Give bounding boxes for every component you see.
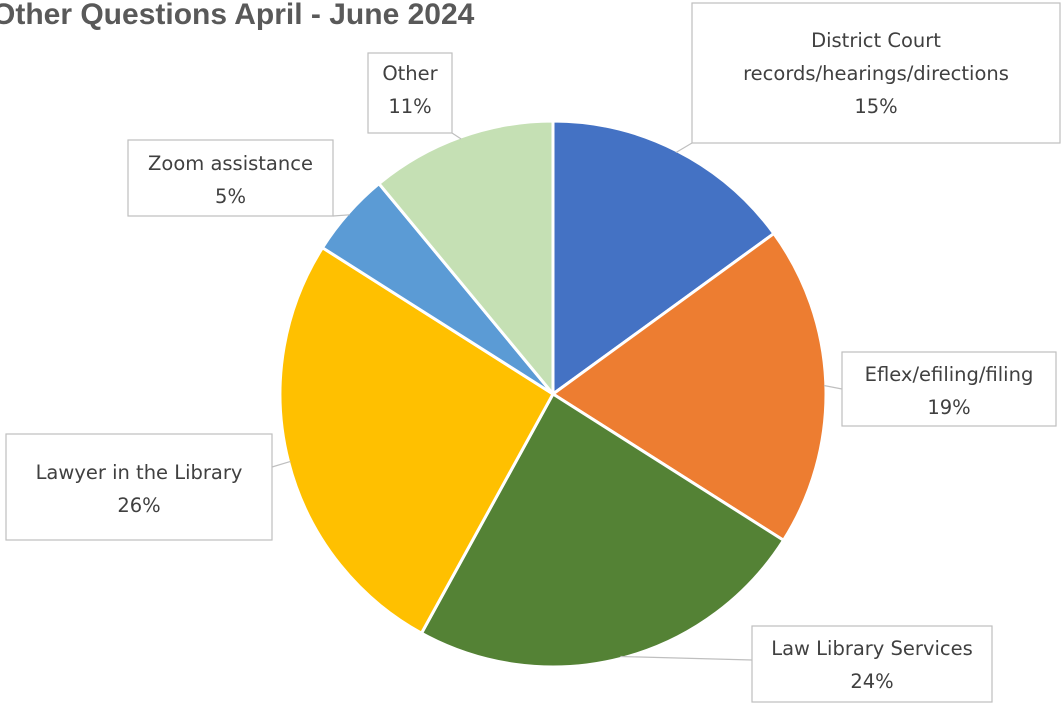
leader-line [271, 460, 291, 468]
leader-line [332, 214, 350, 217]
leader-line [451, 132, 462, 140]
data-label-percent: 11% [388, 95, 431, 118]
callout-box [691, 2, 1061, 144]
callout-box [5, 433, 273, 541]
leader-line [675, 142, 693, 154]
data-label-eflex-efiling-filing: Eflex/efiling/filing 19% [823, 351, 1057, 427]
data-label-percent: 5% [215, 185, 246, 208]
pie-slice-district-court-records-hearings-directions [551, 119, 776, 396]
data-label-law-library-services: Law Library Services 24% [620, 625, 993, 703]
data-label-zoom-assistance: Zoom assistance 5% [127, 139, 350, 217]
data-label-percent: 15% [854, 95, 897, 118]
pie-slice-other [377, 119, 555, 396]
data-label-category: Lawyer in the Library [36, 461, 243, 484]
callout-box [127, 139, 334, 217]
data-label-category: Other [382, 62, 438, 85]
data-label-lawyer-in-the-library: Lawyer in the Library 26% [5, 433, 291, 541]
data-label-other: Other 11% [367, 52, 462, 140]
data-label-district-court-records-hearings-directions: District Court records/hearings/direction… [675, 2, 1061, 154]
callout-box [841, 351, 1057, 427]
callout-box [367, 52, 453, 134]
data-label-category: Eflex/efiling/filing [865, 363, 1034, 386]
data-label-percent: 24% [850, 670, 893, 693]
data-label-callouts: District Court records/hearings/direction… [5, 2, 1061, 703]
data-label-category: District Court [811, 29, 941, 52]
pie-slice-law-library-services [419, 392, 785, 669]
data-label-percent: 19% [927, 396, 970, 419]
pie-slices [278, 119, 828, 669]
chart-title: Other Questions April - June 2024 [0, 0, 475, 31]
leader-line [823, 384, 843, 390]
data-label-category: Law Library Services [771, 637, 973, 660]
callout-box [751, 625, 993, 703]
data-label-percent: 26% [117, 494, 160, 517]
leader-line [620, 655, 753, 661]
data-label-category: Zoom assistance [148, 152, 313, 175]
data-label-category: records/hearings/directions [743, 62, 1009, 85]
